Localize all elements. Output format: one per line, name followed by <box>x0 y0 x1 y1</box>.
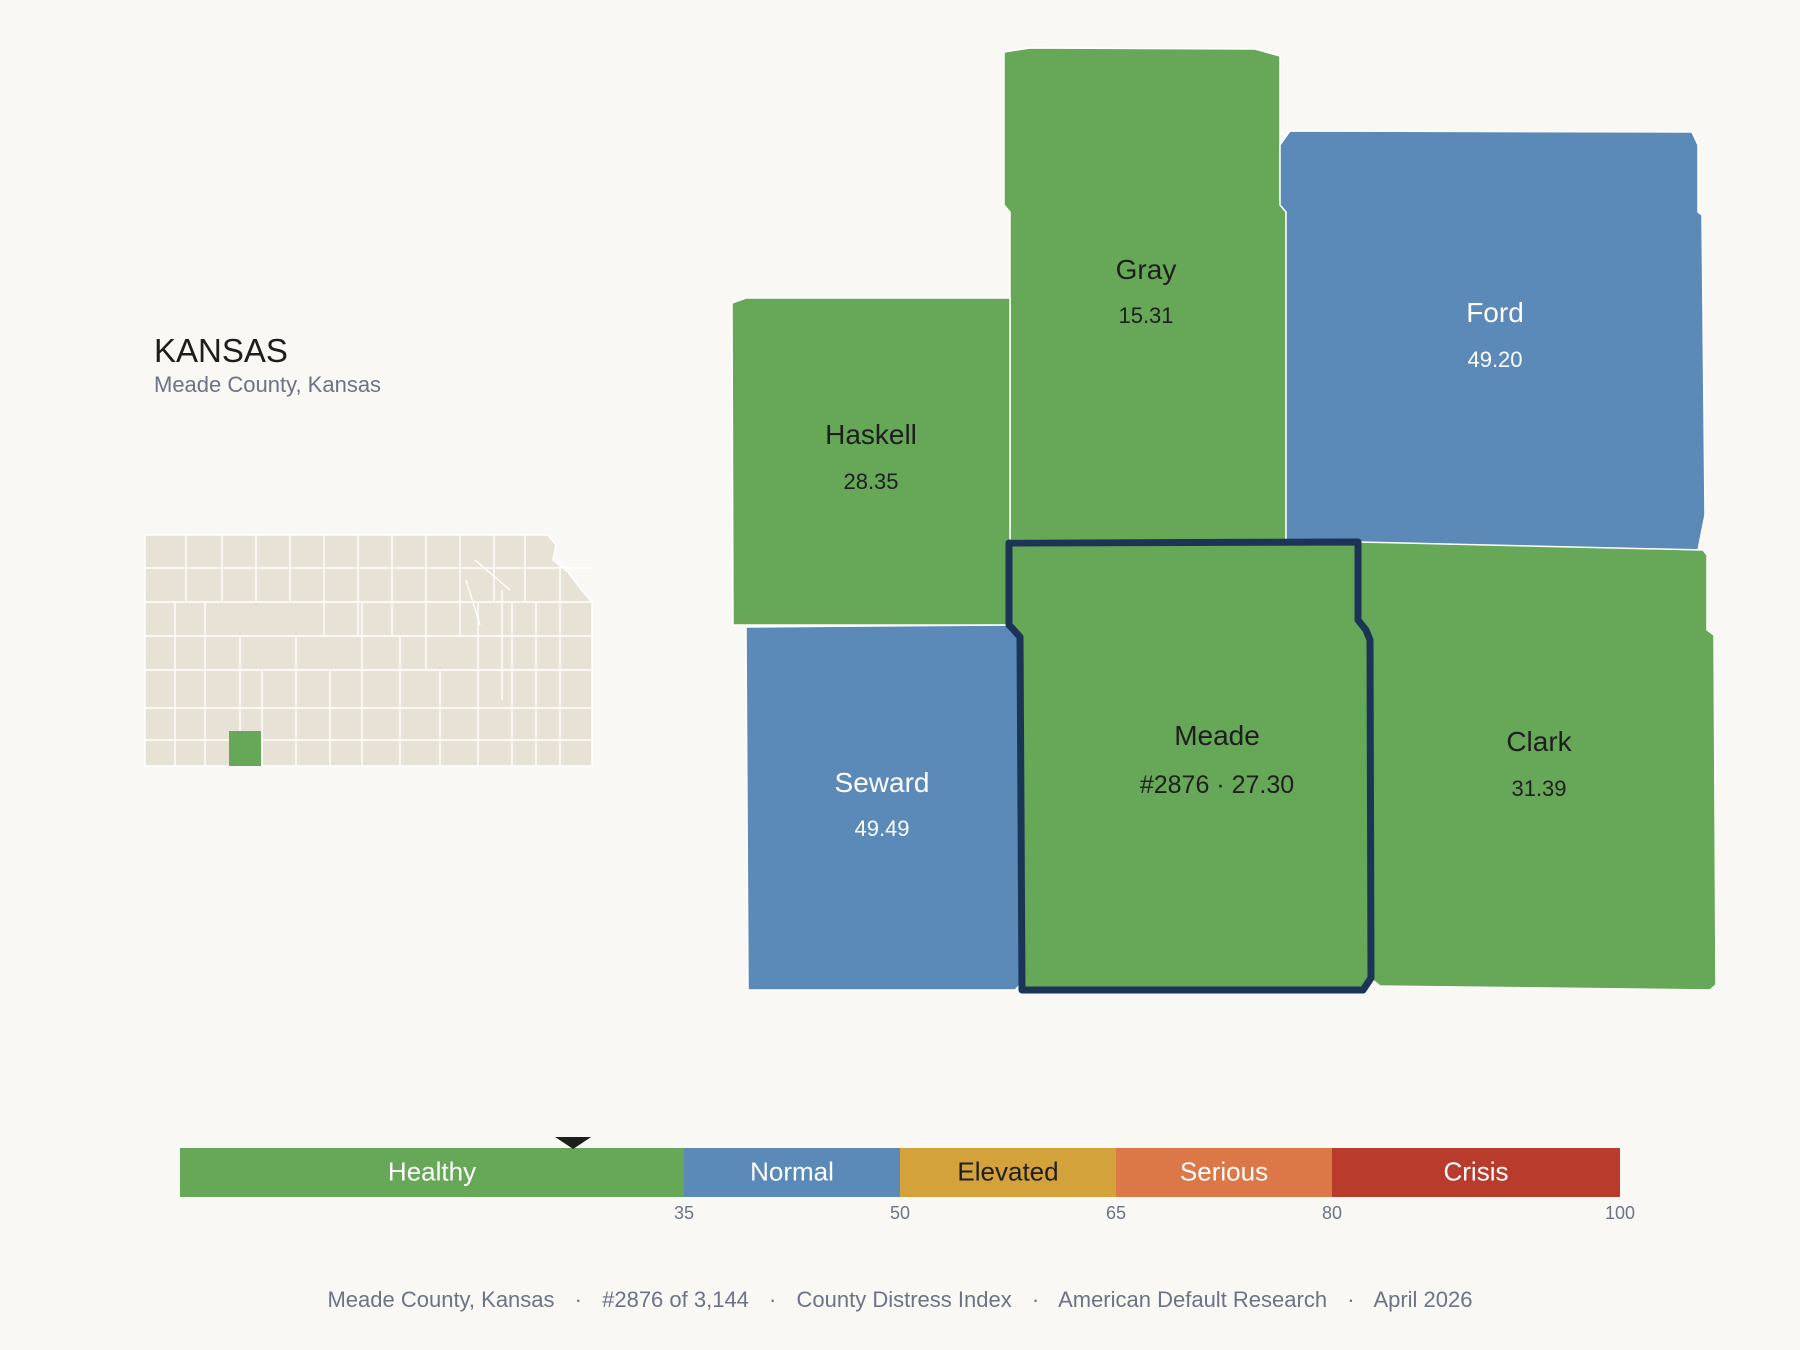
distress-legend: Healthy Normal Elevated Serious Crisis 35 50 65… <box>180 1137 1635 1223</box>
legend-tick-label: 100 <box>1605 1203 1635 1223</box>
county-haskell-name: Haskell <box>825 419 917 450</box>
footer-line: Meade County, Kansas · #2876 of 3,144 · … <box>327 1287 1472 1312</box>
county-seward-value: 49.49 <box>854 816 909 841</box>
county-ford-name: Ford <box>1466 297 1524 328</box>
legend-band-serious <box>1116 1148 1332 1197</box>
county-ford-value: 49.20 <box>1467 347 1522 372</box>
locator-county-lines <box>145 535 592 766</box>
county-map: Gray 15.31 Ford 49.20 Haskell 28.35 Mead… <box>731 47 1717 994</box>
kansas-locator-map <box>144 534 593 767</box>
legend-band-label-crisis: Crisis <box>1444 1156 1509 1186</box>
county-haskell-value: 28.35 <box>843 469 898 494</box>
footer-separator-4: · <box>1347 1287 1354 1312</box>
county-clark-name: Clark <box>1506 726 1572 757</box>
county-gray-value: 15.31 <box>1118 303 1173 328</box>
legend-band-label-normal: Normal <box>750 1156 834 1186</box>
legend-tick-label: 50 <box>890 1203 910 1223</box>
footer-rank: #2876 of 3,144 <box>602 1287 749 1312</box>
county-gray-name: Gray <box>1116 254 1177 285</box>
legend-band-normal <box>684 1148 900 1197</box>
footer-separator-2: · <box>769 1287 776 1312</box>
footer-date: April 2026 <box>1373 1287 1472 1312</box>
county-meade-area[interactable] <box>1005 538 1375 994</box>
footer-separator-3: · <box>1032 1287 1039 1312</box>
state-title: KANSAS <box>154 332 288 369</box>
legend-band-label-healthy: Healthy <box>388 1156 476 1186</box>
county-meade-value: #2876 · 27.30 <box>1140 771 1294 799</box>
legend-tick-label: 35 <box>674 1203 694 1223</box>
legend-tick-label: 65 <box>1106 1203 1126 1223</box>
state-subtitle: Meade County, Kansas <box>154 372 381 397</box>
footer-county: Meade County, Kansas <box>327 1287 554 1312</box>
county-haskell-area[interactable] <box>731 297 1011 626</box>
legend-band-crisis <box>1332 1148 1620 1197</box>
legend-marker-icon <box>555 1137 592 1149</box>
legend-tick-label: 80 <box>1322 1203 1342 1223</box>
county-seward-name: Seward <box>835 767 930 798</box>
footer-index: County Distress Index <box>797 1287 1012 1312</box>
county-clark-area[interactable] <box>1357 541 1717 991</box>
locator-meade-county <box>229 731 261 766</box>
county-ford-area[interactable] <box>1279 130 1706 551</box>
county-gray-area[interactable] <box>1003 47 1287 541</box>
county-clark-value: 31.39 <box>1511 776 1566 801</box>
county-meade-name: Meade <box>1174 720 1260 751</box>
legend-band-label-elevated: Elevated <box>957 1156 1058 1186</box>
legend-band-healthy <box>180 1148 684 1197</box>
legend-band-elevated <box>900 1148 1116 1197</box>
footer-source: American Default Research <box>1058 1287 1327 1312</box>
legend-band-label-serious: Serious <box>1180 1156 1268 1186</box>
footer-separator-1: · <box>575 1287 582 1312</box>
county-seward-area[interactable] <box>745 624 1021 991</box>
